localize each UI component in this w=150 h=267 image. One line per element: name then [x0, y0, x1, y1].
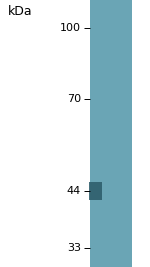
Text: 44: 44 — [67, 186, 81, 196]
Text: 33: 33 — [67, 243, 81, 253]
Text: 100: 100 — [60, 23, 81, 33]
Bar — [90, 0, 132, 267]
Text: 70: 70 — [67, 94, 81, 104]
Text: kDa: kDa — [8, 5, 32, 18]
Bar — [88, 182, 102, 200]
